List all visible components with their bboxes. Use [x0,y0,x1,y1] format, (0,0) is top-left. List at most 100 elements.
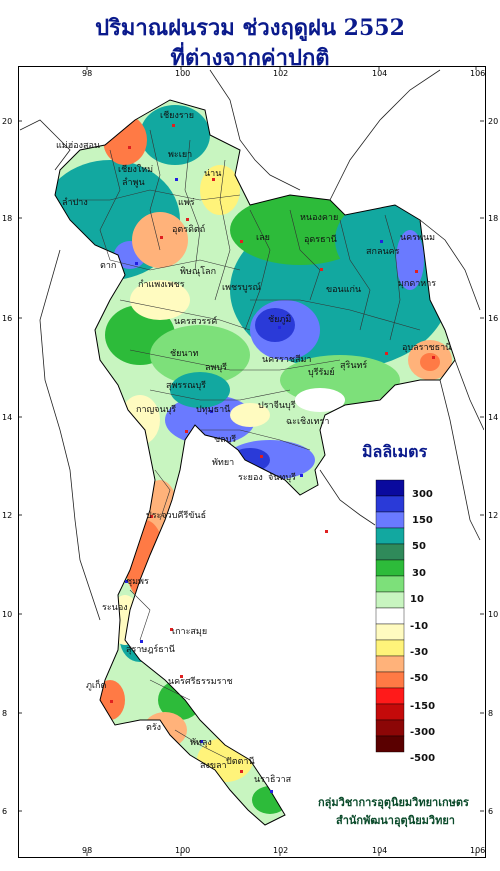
province-label: สุพรรณบุรี [166,380,206,391]
province-label: ตรัง [146,723,161,733]
lat-tick-label: 18 [488,214,498,223]
province-labels: เชียงราย แม่ฮ่องสอน เชียงใหม่ ลำพูน พะเย… [56,110,451,785]
province-label: พะเยา [168,150,192,160]
lat-tick-label: 16 [488,314,498,323]
province-label: เชียงราย [160,110,194,121]
thailand-outline [54,99,456,826]
province-label: เชียงใหม่ [118,164,153,175]
lat-tick-label: 14 [2,413,12,422]
lat-tick-label: 10 [488,610,498,619]
legend-label: -30 [410,647,428,658]
neighbour-borders [19,69,484,621]
province-label: ลำพูน [122,177,145,188]
province-label: หนองคาย [300,213,338,223]
legend-swatch [375,639,405,657]
legend-label: 30 [412,568,426,579]
lat-tick-label: 20 [488,117,498,126]
province-label: ปัตตานี [226,756,255,767]
province-label: อุบลราชธานี [402,342,451,353]
legend-labels: 300 150 50 30 10 -10 -30 -50 -150 -300 -… [410,489,435,764]
legend-swatch [375,623,405,641]
province-label: ระยอง [238,473,263,483]
lon-tick-label: 98 [82,846,92,855]
province-label: ปทุมธานี [196,404,230,415]
province-label: ประจวบคีรีขันธ์ [146,509,206,521]
legend-label: 50 [412,541,426,552]
province-label: เลย [256,233,270,243]
lat-tick-label: 18 [2,214,12,223]
legend-label: -50 [410,673,428,684]
province-label: ปราจีนบุรี [258,400,296,411]
province-label: ฉะเชิงเทรา [286,416,329,427]
lat-tick-label: 12 [488,511,498,520]
legend-swatch [375,479,405,497]
legend-label: 150 [412,515,433,526]
province-label: น่าน [204,169,221,179]
province-label: นราธิวาส [254,774,292,785]
province-label: สกลนคร [366,247,400,257]
province-label: ลพบุรี [205,362,227,373]
lon-tick-label: 100 [175,69,190,78]
lon-tick-label: 106 [470,846,485,855]
province-label: จันทบุรี [268,472,296,483]
legend-swatch [375,671,405,689]
province-label: ชัยภูมิ [268,314,291,325]
province-label: กำแพงเพชร [138,279,185,290]
lon-tick-label: 100 [175,846,190,855]
province-label: ชลบุรี [214,434,236,445]
province-label: นครศรีธรรมราช [168,676,233,687]
province-label: ภูเก็ต [86,678,106,691]
province-label: พัทลุง [190,738,212,748]
legend-swatch [375,687,405,705]
legend-label: -10 [410,621,428,632]
province-label: นครราชสีมา [262,354,311,365]
lat-tick-label: 6 [2,807,7,816]
province-label: นครพนม [400,233,435,243]
province-label: ตาก [100,261,116,271]
province-label: ชุมพร [126,577,149,587]
lon-tick-label: 104 [372,69,387,78]
lon-tick-label: 98 [82,69,92,78]
station-markers [110,124,435,793]
map-title: ปริมาณฝนรวม ช่วงฤดูฝน 2552 [95,15,405,41]
legend-swatch [375,735,405,753]
province-label: สงขลา [200,761,227,771]
latitude-axis-right: 20 18 16 14 12 10 8 6 [488,117,498,816]
province-label: แม่ฮ่องสอน [56,141,100,151]
legend-swatch [375,703,405,721]
province-label: อุตรดิตถ์ [172,223,205,235]
legend-swatch [375,495,405,513]
province-label: กาญจนบุรี [136,404,176,415]
province-label: พัทยา [212,458,234,468]
legend-swatch [375,543,405,561]
province-label: ขอนแก่น [326,285,361,295]
lon-tick-label: 104 [372,846,387,855]
legend-label: -150 [410,701,435,712]
province-label: ระนอง [102,603,128,613]
lon-tick-label: 102 [273,846,288,855]
legend-swatch [375,527,405,545]
legend-swatch [375,559,405,577]
longitude-axis-top: 98 100 102 104 106 [82,69,485,78]
lat-tick-label: 16 [2,314,12,323]
province-label: บุรีรัมย์ [308,366,335,378]
legend-swatch [375,575,405,593]
province-label: แพร่ [178,198,195,208]
latitude-axis-left: 20 18 16 14 12 10 8 6 [2,117,12,816]
legend-label: 10 [410,594,424,605]
legend-title: มิลลิเมตร [362,442,428,461]
legend-swatch [375,511,405,529]
province-label: ชัยนาท [170,349,199,359]
lon-tick-label: 106 [470,69,485,78]
credit-line-1: กลุ่มวิชาการอุตุนิยมวิทยาเกษตร [318,796,469,809]
longitude-axis-bottom: 98 100 102 104 106 [82,846,485,855]
lat-tick-label: 14 [488,413,498,422]
province-label: อุดรธานี [304,234,337,245]
province-label: สุราษฎร์ธานี [126,643,175,655]
lon-tick-label: 102 [273,69,288,78]
legend-label: -500 [410,753,435,764]
legend-swatch [375,607,405,625]
legend-label: 300 [412,489,433,500]
province-label: เกาะสมุย [172,627,207,637]
